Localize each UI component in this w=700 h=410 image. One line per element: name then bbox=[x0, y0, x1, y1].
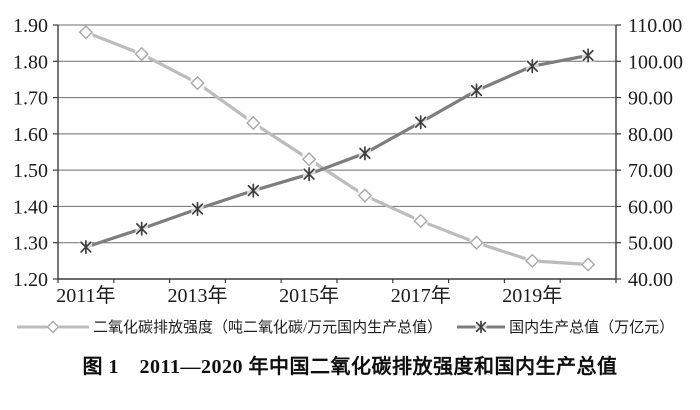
asterisk-marker bbox=[191, 201, 204, 217]
x-tick-label: 2019年 bbox=[502, 284, 562, 307]
diamond-marker bbox=[357, 188, 373, 203]
diamond-marker bbox=[190, 75, 205, 91]
right-tick-label: 110.00 bbox=[628, 15, 682, 37]
diamond-marker bbox=[134, 46, 149, 62]
right-tick-label: 100.00 bbox=[628, 51, 683, 73]
figure-caption: 图 1 2011—2020 年中国二氧化碳排放强度和国内生产总值 bbox=[82, 356, 618, 378]
left-tick-label: 1.50 bbox=[13, 160, 48, 182]
asterisk-marker bbox=[136, 221, 148, 236]
right-tick-label: 90.00 bbox=[628, 88, 673, 110]
dual-axis-line-chart: 1.20 1.30 1.40 1.50 1.60 1.70 1.80 1.90 40.00 50.… bbox=[13, 15, 683, 307]
gridlines bbox=[58, 24, 616, 244]
right-tick-label: 70.00 bbox=[628, 160, 673, 182]
left-tick-label: 1.80 bbox=[13, 51, 48, 73]
left-axis-labels: 1.20 1.30 1.40 1.50 1.60 1.70 1.80 1.90 bbox=[13, 15, 48, 291]
asterisk-marker-icon bbox=[457, 320, 506, 333]
x-tick-label: 2015年 bbox=[279, 284, 339, 307]
right-tick-label: 50.00 bbox=[628, 233, 673, 255]
right-tick-label: 40.00 bbox=[628, 269, 673, 291]
diamond-marker bbox=[78, 25, 94, 40]
legend-label-co2-intensity: 二氧化碳排放强度（吨二氧化碳/万元国内生产总值） bbox=[93, 320, 443, 336]
x-tick-label: 2011年 bbox=[56, 284, 115, 307]
right-axis-labels: 40.00 50.00 60.00 70.00 80.00 90.00 100.00 110.… bbox=[628, 15, 683, 291]
left-tick-label: 1.30 bbox=[13, 233, 48, 255]
asterisk-marker bbox=[247, 183, 259, 198]
diamond-marker bbox=[525, 253, 540, 269]
chart-legend: 二氧化碳排放强度（吨二氧化碳/万元国内生产总值） 国内生产总值（万亿元） bbox=[0, 316, 700, 337]
series-co2-intensity bbox=[78, 25, 596, 272]
asterisk-marker bbox=[526, 59, 538, 74]
legend-item-co2-intensity: 二氧化碳排放强度（吨二氧化碳/万元国内生产总值） bbox=[16, 316, 442, 337]
asterisk-marker bbox=[415, 115, 427, 130]
x-tick-label: 2013年 bbox=[168, 284, 228, 307]
x-axis-labels: 2011年 2013年 2015年 2017年 2019年 bbox=[56, 284, 562, 307]
right-tick-label: 60.00 bbox=[628, 196, 673, 218]
x-tick-label: 2017年 bbox=[391, 284, 451, 307]
tick-marks bbox=[53, 24, 621, 283]
left-tick-label: 1.20 bbox=[13, 269, 48, 291]
diamond-marker bbox=[413, 213, 428, 229]
series-line bbox=[85, 53, 589, 249]
asterisk-marker bbox=[582, 48, 594, 63]
diamond-marker bbox=[46, 320, 60, 333]
asterisk-marker bbox=[303, 167, 315, 182]
left-tick-label: 1.90 bbox=[13, 15, 48, 37]
right-tick-label: 80.00 bbox=[628, 124, 673, 146]
left-tick-label: 1.70 bbox=[13, 88, 48, 110]
left-tick-label: 1.40 bbox=[13, 196, 48, 218]
series-gdp bbox=[79, 48, 595, 255]
diamond-marker bbox=[469, 235, 484, 250]
diamond-marker bbox=[246, 115, 261, 131]
diamond-marker bbox=[580, 257, 596, 272]
asterisk-marker bbox=[476, 320, 487, 333]
diamond-marker bbox=[301, 152, 317, 167]
asterisk-marker bbox=[470, 83, 483, 98]
legend-label-gdp: 国内生产总值（万亿元） bbox=[509, 320, 675, 336]
asterisk-marker bbox=[359, 146, 371, 161]
diamond-marker-icon bbox=[17, 320, 89, 333]
series-line bbox=[85, 30, 589, 267]
left-tick-label: 1.60 bbox=[13, 124, 48, 146]
legend-item-gdp: 国内生产总值（万亿元） bbox=[456, 316, 674, 337]
asterisk-marker bbox=[80, 240, 92, 255]
